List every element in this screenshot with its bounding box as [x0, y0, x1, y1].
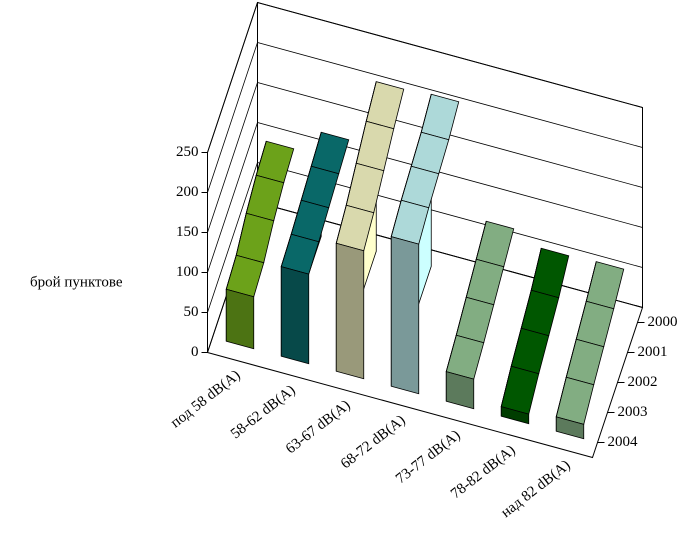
ribbon-profile	[555, 261, 597, 417]
x-tick-label: 73-77 dB(A)	[393, 427, 464, 487]
x-tick-label: 78-82 dB(A)	[448, 442, 519, 502]
y-tick-label: 50	[184, 304, 199, 320]
grid-line	[207, 82, 643, 233]
ribbon-front	[445, 371, 475, 410]
depth-tick-label: 2004	[608, 434, 639, 450]
ribbon-front	[335, 242, 365, 380]
depth-tick-label: 2001	[638, 344, 668, 360]
x-tick-label: 63-67 dB(A)	[283, 397, 354, 457]
ribbon-profile	[335, 81, 377, 244]
ribbon-front	[500, 406, 530, 425]
ribbon-profile	[500, 248, 542, 407]
x-tick-label: 58-62 dB(A)	[228, 382, 299, 442]
ribbon-front	[280, 266, 310, 365]
y-axis-label: брой пунктове	[30, 274, 123, 290]
y-tick-label: 0	[191, 344, 199, 360]
ribbon-profile	[445, 221, 487, 372]
ribbon-front	[390, 236, 420, 395]
ribbon-front	[555, 416, 585, 440]
y-tick-label: 200	[176, 184, 199, 200]
depth-tick-label: 2000	[648, 314, 678, 330]
grid-line	[207, 122, 643, 273]
ribbon-profile	[280, 132, 322, 267]
ribbon-profile	[225, 141, 267, 290]
grid-line	[207, 2, 643, 153]
x-tick-label: под 58 dB(A)	[168, 367, 244, 431]
x-tick-label: 68-72 dB(A)	[338, 412, 409, 472]
ribbon-front	[225, 288, 255, 350]
x-tick-label: над 82 dB(A)	[498, 457, 573, 521]
y-tick-label: 100	[176, 264, 199, 280]
grid-line	[207, 42, 643, 193]
y-tick-label: 150	[176, 224, 199, 240]
depth-tick-label: 2003	[618, 404, 648, 420]
ribbon-profile	[390, 94, 432, 237]
y-tick-label: 250	[176, 144, 199, 160]
grid-line	[207, 162, 643, 313]
depth-tick-label: 2002	[628, 374, 658, 390]
